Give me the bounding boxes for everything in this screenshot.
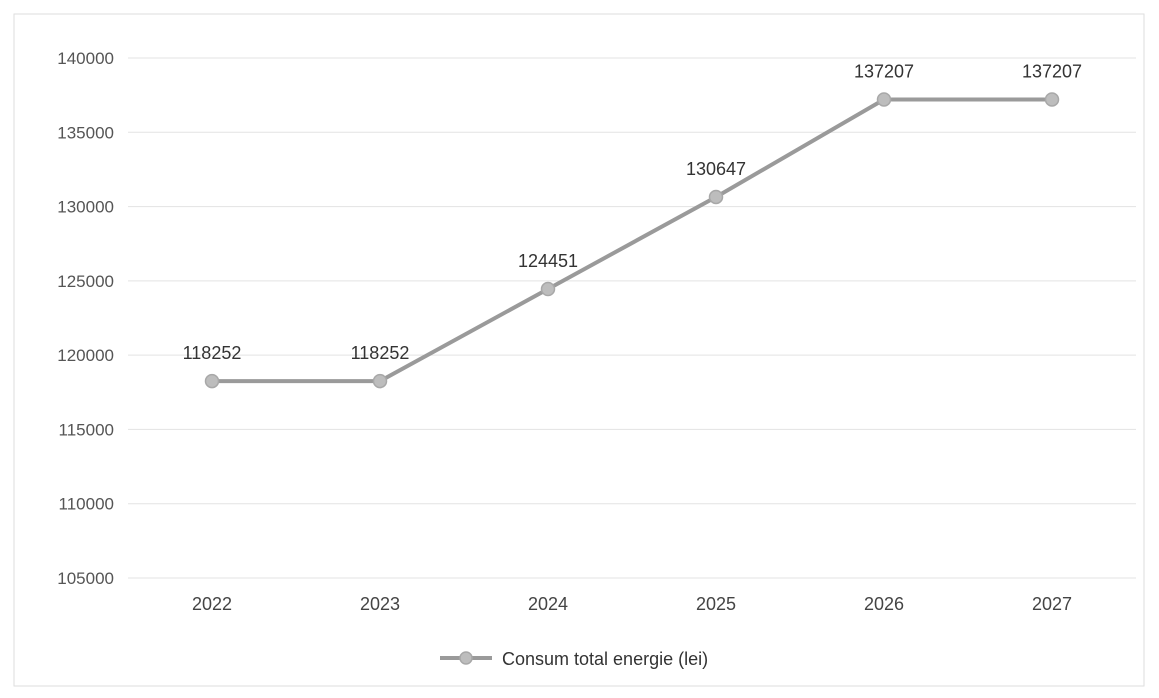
x-tick-label: 2024: [528, 594, 568, 614]
y-tick-label: 120000: [57, 346, 114, 365]
y-tick-label: 135000: [57, 123, 114, 142]
data-point-2022: [204, 373, 220, 389]
y-tick-label: 105000: [57, 569, 114, 588]
x-tick-label: 2026: [864, 594, 904, 614]
gridlines: [128, 57, 1136, 579]
x-tick-label: 2027: [1032, 594, 1072, 614]
data-labels: 118252 118252 124451 130647 137207 137207: [183, 61, 1082, 363]
legend: Consum total energie (lei): [440, 649, 708, 669]
series-line: [210, 97, 1054, 384]
series-layer: [204, 92, 1060, 389]
x-tick-label: 2025: [696, 594, 736, 614]
y-tick-label: 140000: [57, 49, 114, 68]
y-tick-label: 130000: [57, 198, 114, 217]
y-tick-label: 110000: [59, 495, 114, 514]
legend-marker-swatch: [459, 651, 473, 665]
data-label-2026: 137207: [854, 61, 914, 81]
y-axis-ticks: 105000 110000 115000 120000 125000 130000 1350…: [57, 49, 114, 588]
data-label-2027: 137207: [1022, 61, 1082, 81]
x-tick-label: 2023: [360, 594, 400, 614]
x-tick-label: 2022: [192, 594, 232, 614]
data-label-2023: 118252: [351, 343, 410, 363]
data-label-2022: 118252: [183, 343, 242, 363]
legend-label: Consum total energie (lei): [502, 649, 708, 669]
x-axis-ticks: 2022 2023 2024 2025 2026 2027: [192, 594, 1072, 614]
y-tick-label: 125000: [57, 272, 114, 291]
data-label-2025: 130647: [686, 159, 746, 179]
data-label-2024: 124451: [518, 251, 578, 271]
data-point-2025: [708, 189, 724, 205]
y-tick-label: 115000: [59, 420, 114, 439]
data-point-2024: [540, 281, 556, 297]
chart-border: [13, 13, 1145, 687]
data-point-2026: [876, 92, 892, 107]
data-point-2027: [1044, 92, 1060, 107]
data-point-2023: [372, 373, 388, 389]
